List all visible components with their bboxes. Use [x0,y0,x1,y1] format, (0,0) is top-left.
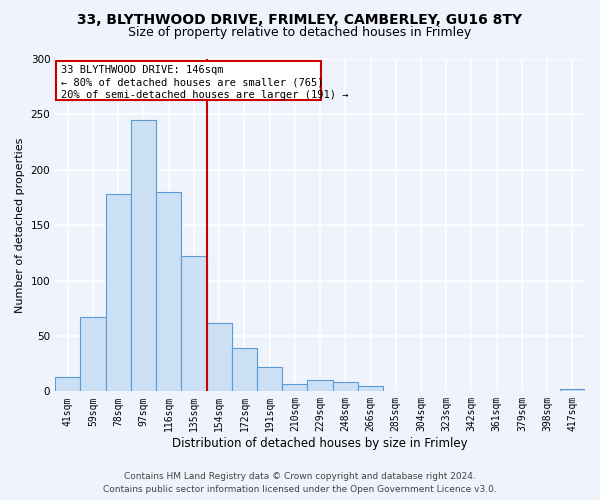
Bar [106,194,131,392]
Text: 20% of semi-detached houses are larger (191) →: 20% of semi-detached houses are larger (… [61,90,349,100]
Bar [560,389,585,392]
Bar [55,377,80,392]
Text: Size of property relative to detached houses in Frimley: Size of property relative to detached ho… [128,26,472,39]
Bar [206,322,232,392]
Bar [358,386,383,392]
Text: ← 80% of detached houses are smaller (765): ← 80% of detached houses are smaller (76… [61,78,324,88]
Bar [282,384,307,392]
Y-axis label: Number of detached properties: Number of detached properties [15,138,25,313]
Bar [156,192,181,392]
Bar [131,120,156,392]
Text: Contains HM Land Registry data © Crown copyright and database right 2024.
Contai: Contains HM Land Registry data © Crown c… [103,472,497,494]
X-axis label: Distribution of detached houses by size in Frimley: Distribution of detached houses by size … [172,437,468,450]
Bar [181,256,206,392]
Bar [80,317,106,392]
Text: 33, BLYTHWOOD DRIVE, FRIMLEY, CAMBERLEY, GU16 8TY: 33, BLYTHWOOD DRIVE, FRIMLEY, CAMBERLEY,… [77,12,523,26]
Bar [257,367,282,392]
FancyBboxPatch shape [56,61,322,100]
Bar [332,382,358,392]
Bar [232,348,257,392]
Bar [307,380,332,392]
Text: 33 BLYTHWOOD DRIVE: 146sqm: 33 BLYTHWOOD DRIVE: 146sqm [61,64,224,74]
